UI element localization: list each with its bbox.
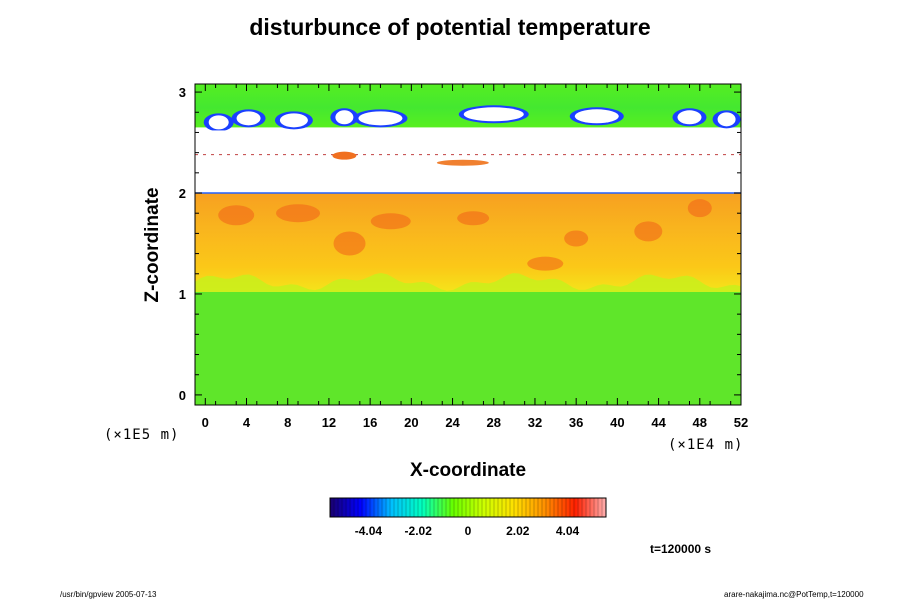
x-tick-label: 44 <box>651 415 666 430</box>
wave-crest-core <box>574 109 619 124</box>
wave-crest-core <box>236 111 261 126</box>
x-tick-label: 16 <box>363 415 377 430</box>
y-tick-label: 2 <box>179 186 186 201</box>
x-unit-label: (×1E4 m) <box>668 437 744 453</box>
colorbar-tick-label: 2.02 <box>506 524 530 538</box>
colorbar-tick-label: -2.02 <box>405 524 433 538</box>
x-tick-label: 24 <box>445 415 460 430</box>
x-axis-label: X-coordinate <box>409 460 527 481</box>
x-tick-label: 28 <box>487 415 501 430</box>
x-tick-label: 52 <box>734 415 748 430</box>
wave-crest-core <box>335 110 354 125</box>
wave-crest-core <box>208 115 229 130</box>
colorbar-tick-label: 4.04 <box>556 524 580 538</box>
chart-title: disturbunce of potential temperature <box>249 14 651 40</box>
eddy-mark <box>276 204 321 223</box>
eddy-mark <box>527 256 564 271</box>
eddy-mark <box>333 231 366 256</box>
field-lower-region <box>195 291 741 405</box>
field-transition-band <box>195 272 741 292</box>
footer-left: /usr/bin/gpview 2005-07-13 <box>60 590 157 599</box>
eddy-mark <box>370 213 411 230</box>
x-tick-label: 0 <box>202 415 209 430</box>
y-tick-label: 1 <box>179 287 186 302</box>
y-axis-label: Z-coordinate <box>142 187 163 302</box>
eddy-mark <box>687 199 712 218</box>
eddy-mark <box>564 230 589 247</box>
gap-eddy <box>436 159 489 166</box>
footer-right: arare-nakajima.nc@PotTemp,t=120000 <box>724 590 864 599</box>
x-tick-label: 32 <box>528 415 542 430</box>
y-tick-label: 0 <box>179 388 186 403</box>
x-tick-label: 36 <box>569 415 583 430</box>
x-tick-label: 4 <box>243 415 251 430</box>
gap-eddy <box>332 151 357 160</box>
wave-crest-core <box>717 112 736 127</box>
colorbar-tick-label: -4.04 <box>355 524 383 538</box>
wave-crest-core <box>677 110 702 125</box>
x-tick-label: 12 <box>322 415 336 430</box>
wave-crest-core <box>358 111 403 126</box>
colorbar-tick-label: 0 <box>465 524 472 538</box>
eddy-mark <box>457 211 490 226</box>
y-tick-label: 3 <box>179 85 186 100</box>
x-tick-label: 8 <box>284 415 291 430</box>
eddy-mark <box>634 221 663 242</box>
eddy-mark <box>218 205 255 226</box>
colorbar <box>329 497 607 518</box>
time-label: t=120000 s <box>650 542 712 556</box>
wave-crest-core <box>463 107 524 122</box>
x-tick-label: 48 <box>693 415 707 430</box>
x-tick-label: 20 <box>404 415 418 430</box>
x-tick-label: 40 <box>610 415 624 430</box>
plot-frame <box>194 83 742 406</box>
wave-crest-core <box>279 113 308 128</box>
y-unit-label: (×1E5 m) <box>104 427 180 443</box>
